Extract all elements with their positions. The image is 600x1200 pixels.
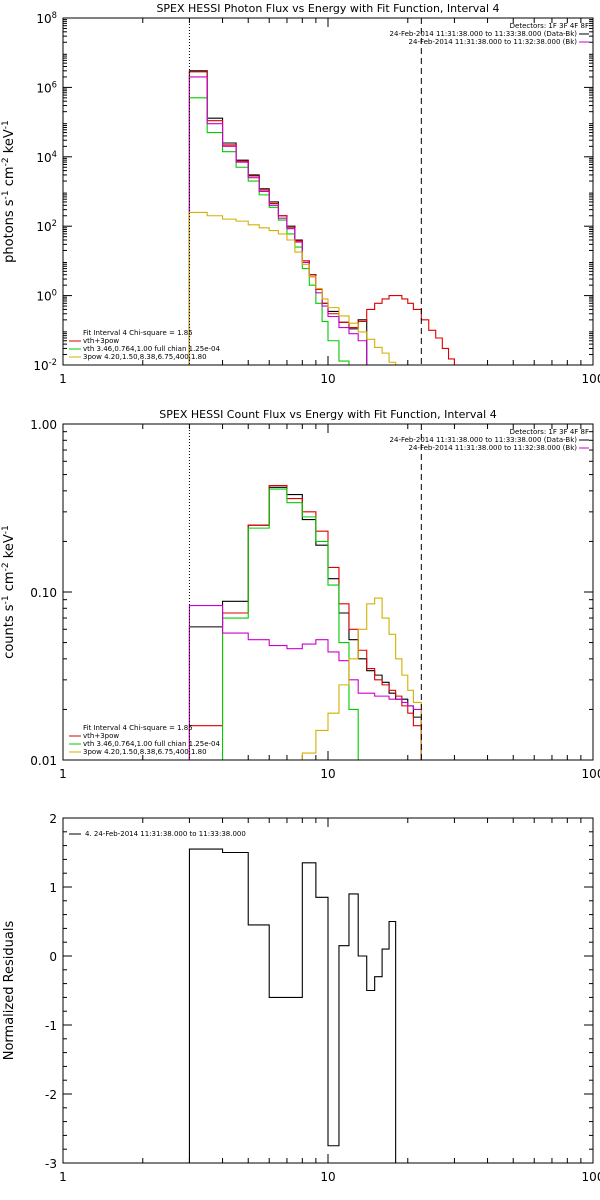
legend: Fit Interval 4 Chi-square = 1.85vth+3pow… [69,329,221,361]
legend-entry: 3pow 4.20,1.50,8.38,6.75,400,1.80 [83,353,207,361]
series-line-0 [188,486,422,760]
x-tick-label: 10 [320,372,335,386]
legend-entry: 24-Feb-2014 11:31:38.000 to 11:33:38.000… [390,436,578,444]
legend: 4. 24-Feb-2014 11:31:38.000 to 11:33:38.… [69,830,246,838]
photon-flux-chart: SPEX HESSI Photon Flux vs Energy with Fi… [1,2,600,386]
x-tick-label: 100 [582,767,600,781]
series-line-4 [188,211,397,365]
x-tick-label: 10 [320,767,335,781]
plot-frame [62,423,594,761]
plot-frame [62,817,594,1164]
y-tick-label: 1.00 [30,418,57,432]
series-line-2 [188,488,368,760]
y-axis-label: Normalized Residuals [2,921,17,1061]
y-tick-label: 100 [36,288,57,304]
y-axis-label: counts s-1 cm-2 keV-1 [1,525,17,659]
plot-area [188,848,397,1163]
x-tick-label: 1 [59,767,67,781]
legend-entry: vth+3pow [83,337,119,345]
legend: Fit Interval 4 Chi-square = 1.85vth+3pow… [69,724,221,756]
legend-entry: vth 3.46,0.764,1.00 full chian 1.25e-04 [83,345,221,353]
residuals-chart: Normalized Residuals 1 10 100 -3 -2 -1 0 1 2 4. 24… [2,812,600,1184]
legend-entry: Fit Interval 4 Chi-square = 1.85 [83,329,193,337]
x-tick-label: 1 [59,1170,67,1184]
plot-area [188,485,422,760]
legend-entry: vth+3pow [83,732,119,740]
series-line-3 [188,605,422,760]
series-line-0 [188,848,397,1163]
y-tick-label: 102 [36,218,57,234]
x-tick-label: 100 [582,1170,600,1184]
y-tick-label: 106 [36,79,57,95]
y-tick-label: 0 [49,950,57,964]
y-tick-label: 0.10 [30,586,57,600]
y-tick-label: 0.01 [30,754,57,768]
chart-title: SPEX HESSI Count Flux vs Energy with Fit… [159,408,496,421]
y-tick-label: -1 [45,1019,57,1033]
legend-entry: 24-Feb-2014 11:31:38.000 to 11:33:38.000… [390,30,578,38]
y-tick-label: 1 [49,881,57,895]
legend-entry: 3pow 4.20,1.50,8.38,6.75,400,1.80 [83,748,207,756]
plot-frame [62,17,594,366]
y-tick-label: 108 [36,10,57,26]
legend-entry: 24-Feb-2014 11:31:38.000 to 11:32:38.000… [409,38,578,46]
x-tick-label: 100 [582,372,600,386]
x-tick-label: 10 [320,1170,335,1184]
y-tick-label: 104 [36,149,57,165]
series-line-4 [286,597,422,760]
x-tick-label: 1 [59,372,67,386]
count-flux-chart: SPEX HESSI Count Flux vs Energy with Fit… [1,408,600,781]
legend-entry: 4. 24-Feb-2014 11:31:38.000 to 11:33:38.… [85,830,246,838]
y-tick-label: 2 [49,812,57,826]
legend-entry: 24-Feb-2014 11:31:38.000 to 11:32:38.000… [409,444,578,452]
legend-entry: Fit Interval 4 Chi-square = 1.85 [83,724,193,732]
legend-entry: vth 3.46,0.764,1.00 full chian 1.25e-04 [83,740,221,748]
legend-entry: Detectors: 1F 3F 4F 8F [510,22,589,30]
series-line-1 [188,485,422,760]
series-line-3 [188,76,368,365]
series-line-2 [188,97,350,365]
y-tick-label: -3 [45,1157,57,1171]
chart-title: SPEX HESSI Photon Flux vs Energy with Fi… [156,2,499,15]
legend-entry: Detectors: 1F 3F 4F 8F [510,428,589,436]
y-tick-label: -2 [45,1088,57,1102]
y-tick-label: 10-2 [33,357,57,373]
y-axis-label: photons s-1 cm-2 keV-1 [1,120,17,263]
plot-area [188,70,455,365]
